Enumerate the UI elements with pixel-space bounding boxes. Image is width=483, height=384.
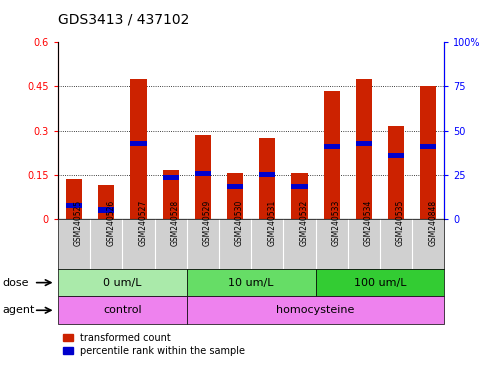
Text: GSM240532: GSM240532 [299, 200, 309, 246]
Text: GSM240531: GSM240531 [267, 200, 276, 246]
Bar [227, 173, 243, 219]
Bar [259, 138, 275, 219]
Bar [291, 173, 308, 219]
Bar [163, 175, 179, 180]
Bar [388, 153, 404, 158]
Text: homocysteine: homocysteine [276, 305, 355, 315]
FancyBboxPatch shape [58, 296, 187, 324]
Text: agent: agent [2, 305, 35, 315]
Text: GSM240533: GSM240533 [332, 200, 341, 246]
Bar [388, 126, 404, 219]
Bar [356, 79, 372, 219]
Text: GSM240525: GSM240525 [74, 200, 83, 246]
Text: GSM240535: GSM240535 [396, 200, 405, 246]
Bar [195, 135, 211, 219]
Text: GSM240529: GSM240529 [203, 200, 212, 246]
Bar [98, 185, 114, 219]
FancyBboxPatch shape [315, 269, 444, 296]
Bar [98, 207, 114, 213]
Text: GDS3413 / 437102: GDS3413 / 437102 [58, 13, 189, 27]
Text: control: control [103, 305, 142, 315]
Text: GSM240528: GSM240528 [170, 200, 180, 246]
FancyBboxPatch shape [187, 296, 444, 324]
Text: GSM240848: GSM240848 [428, 200, 437, 246]
Text: 10 um/L: 10 um/L [228, 278, 274, 288]
Bar [130, 141, 146, 146]
Bar [420, 144, 436, 149]
Text: 100 um/L: 100 um/L [354, 278, 406, 288]
Legend: transformed count, percentile rank within the sample: transformed count, percentile rank withi… [63, 333, 245, 356]
Bar [356, 141, 372, 146]
Text: GSM240527: GSM240527 [139, 200, 147, 246]
Bar [66, 179, 82, 219]
Bar [324, 144, 340, 149]
FancyBboxPatch shape [58, 269, 187, 296]
Bar [163, 170, 179, 219]
Bar [291, 184, 308, 189]
FancyBboxPatch shape [187, 269, 315, 296]
Text: dose: dose [2, 278, 29, 288]
Text: GSM240530: GSM240530 [235, 200, 244, 246]
Text: 0 um/L: 0 um/L [103, 278, 142, 288]
Bar [227, 184, 243, 189]
Bar [324, 91, 340, 219]
Bar [195, 170, 211, 176]
Bar [259, 172, 275, 177]
Text: GSM240534: GSM240534 [364, 200, 373, 246]
Bar [130, 79, 146, 219]
Bar [420, 86, 436, 219]
Bar [66, 203, 82, 208]
Text: GSM240526: GSM240526 [106, 200, 115, 246]
